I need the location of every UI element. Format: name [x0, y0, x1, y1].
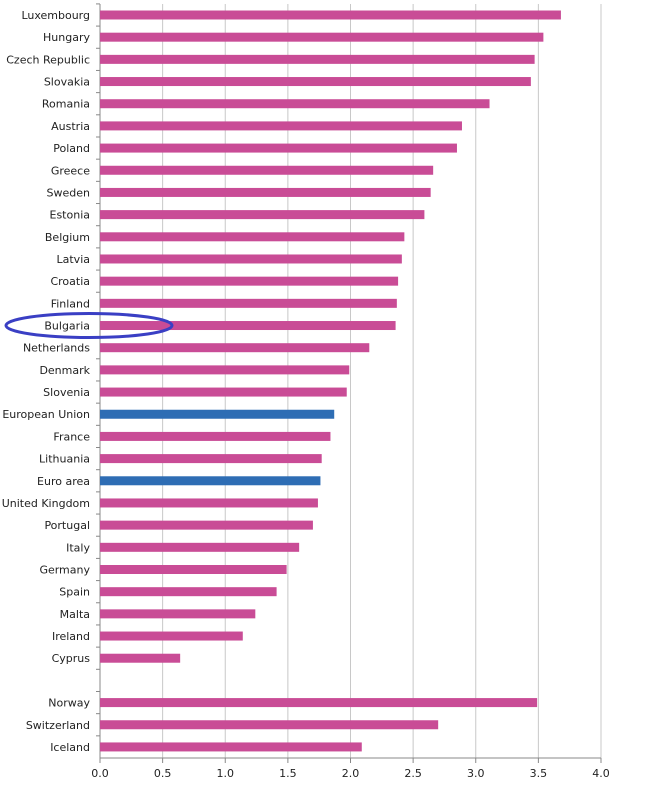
category-label: Latvia — [57, 253, 91, 266]
bar-switzerland — [100, 720, 439, 730]
bar-finland — [100, 298, 397, 308]
bar-cyprus — [100, 653, 181, 663]
category-label: Italy — [66, 541, 90, 554]
category-label: Poland — [53, 142, 90, 155]
gridlines — [99, 4, 602, 758]
bar-croatia — [100, 276, 399, 286]
category-label: Hungary — [43, 31, 90, 44]
category-label: Spain — [59, 586, 90, 599]
bar-lithuania — [100, 454, 322, 464]
category-label: Cyprus — [52, 652, 91, 665]
bar-slovakia — [100, 77, 531, 87]
category-label: Lithuania — [39, 453, 90, 466]
highlight-ellipse — [4, 312, 174, 340]
bar-italy — [100, 542, 300, 552]
category-label: France — [53, 430, 90, 443]
category-label: Slovenia — [43, 386, 90, 399]
bar-bulgaria — [100, 321, 396, 331]
category-label: Romania — [42, 98, 90, 111]
bar-ireland — [100, 631, 243, 641]
bars — [100, 10, 561, 752]
category-label: Estonia — [50, 209, 91, 222]
category-label: Bulgaria — [44, 320, 90, 333]
category-label: United Kingdom — [2, 497, 90, 510]
x-tick-label: 0.5 — [154, 767, 172, 780]
category-label: Finland — [51, 297, 90, 310]
bar-norway — [100, 698, 538, 708]
x-tick-label: 0.0 — [91, 767, 109, 780]
category-label: Malta — [60, 608, 90, 621]
category-label: Portugal — [44, 519, 90, 532]
bar-luxembourg — [100, 10, 561, 20]
bar-malta — [100, 609, 256, 619]
x-tick-label: 1.0 — [217, 767, 235, 780]
bar-estonia — [100, 210, 425, 220]
x-tick-label: 2.0 — [342, 767, 360, 780]
x-axis: 0.0 0.5 1.0 1.5 2.0 2.5 3.0 3.5 4.0 — [91, 3, 610, 780]
category-label: Germany — [39, 564, 90, 577]
category-label: Belgium — [45, 231, 90, 244]
category-label: Austria — [51, 120, 90, 133]
bar-greece — [100, 165, 434, 175]
category-label: Greece — [51, 164, 90, 177]
bar-slovenia — [100, 387, 347, 397]
bar-united-kingdom — [100, 498, 318, 508]
bar-sweden — [100, 187, 431, 197]
category-label: Iceland — [50, 741, 90, 754]
bar-spain — [100, 587, 277, 597]
category-label: Czech Republic — [6, 53, 90, 66]
category-label: Denmark — [39, 364, 90, 377]
bar-hungary — [100, 32, 544, 42]
category-label: Luxembourg — [21, 9, 90, 22]
bar-european-union — [100, 409, 335, 419]
bar-romania — [100, 99, 490, 109]
bar-austria — [100, 121, 462, 131]
category-labels: Luxembourg Hungary Czech Republic Slovakia R… — [2, 9, 91, 754]
x-tick-label: 2.5 — [404, 767, 422, 780]
bar-euro-area — [100, 476, 321, 486]
x-tick-label: 1.5 — [279, 767, 297, 780]
bar-iceland — [100, 742, 362, 752]
bar-poland — [100, 143, 457, 153]
bar-germany — [100, 565, 287, 574]
bar-netherlands — [100, 343, 370, 353]
x-tick-label: 3.5 — [530, 767, 548, 780]
category-label: European Union — [2, 408, 90, 421]
category-label: Slovakia — [44, 76, 90, 89]
category-label: Sweden — [47, 186, 90, 199]
category-label: Norway — [48, 697, 90, 710]
category-label: Euro area — [37, 475, 90, 488]
category-label: Ireland — [52, 630, 90, 643]
x-tick-label: 4.0 — [592, 767, 610, 780]
bar-france — [100, 431, 331, 441]
x-tick-label: 3.0 — [467, 767, 485, 780]
bar-belgium — [100, 232, 405, 242]
bar-latvia — [100, 254, 402, 264]
bar-czech-republic — [100, 54, 535, 64]
category-label: Switzerland — [26, 719, 90, 732]
category-label: Netherlands — [23, 342, 90, 355]
bar-portugal — [100, 520, 313, 530]
category-label: Croatia — [50, 275, 90, 288]
bar-denmark — [100, 365, 350, 375]
